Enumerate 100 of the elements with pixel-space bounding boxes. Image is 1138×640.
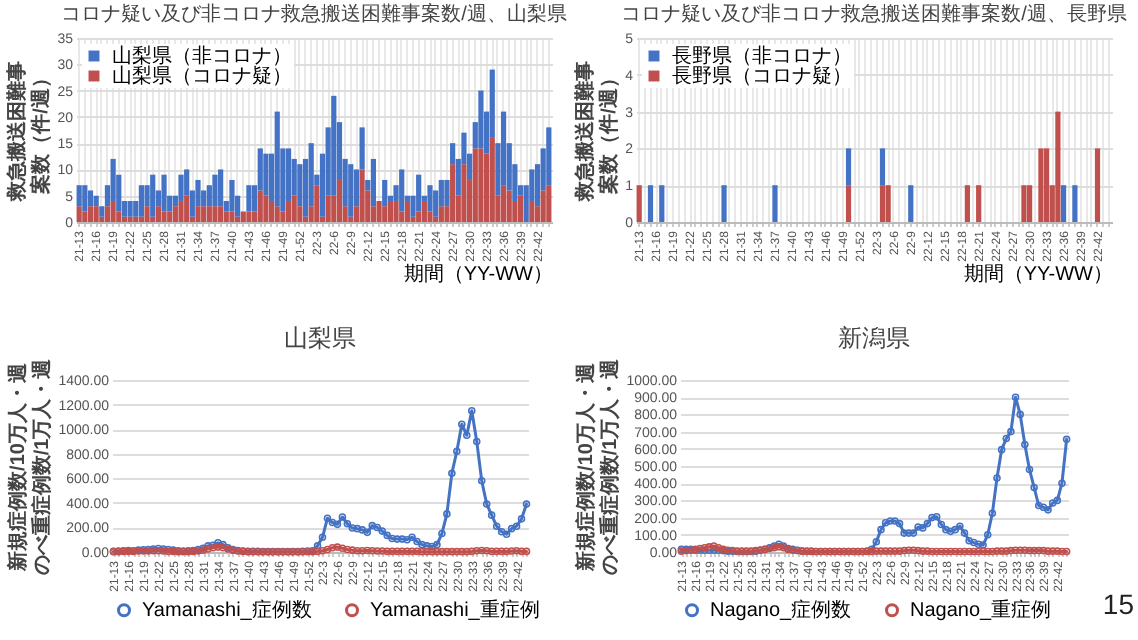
bar (450, 164, 456, 222)
legend-label: Yamanashi_重症例 (370, 598, 540, 623)
bar (427, 185, 433, 212)
chart-title: コロナ疑い及び非コロナ救急搬送困難事案数/週、山梨県 (61, 2, 567, 26)
bar (229, 179, 235, 212)
bar (240, 211, 246, 222)
y-axis-title: 新規症例数/10万人・週のべ重症例数/1万人・週 (6, 356, 55, 576)
bar (1027, 185, 1033, 222)
bar (218, 206, 224, 222)
bar (263, 153, 269, 196)
bar (382, 179, 388, 207)
bar (138, 185, 145, 217)
bar (382, 206, 388, 222)
bar (246, 211, 252, 222)
bar (121, 216, 128, 222)
bar (127, 200, 133, 217)
bar (87, 206, 94, 222)
bar (659, 185, 665, 222)
bar (150, 174, 156, 217)
bar (133, 216, 139, 222)
x-axis-title: 期間（YY-WW） (403, 261, 553, 286)
bar (161, 174, 167, 212)
legend-label: Nagano_重症例 (910, 598, 1052, 623)
bar (212, 174, 218, 207)
bar (263, 195, 269, 222)
bar (1043, 148, 1050, 222)
legend-label: 長野県（非コロナ） (672, 44, 852, 68)
bar (908, 185, 914, 222)
bar (1060, 185, 1067, 222)
bar (546, 127, 552, 186)
legend-label: 山梨県（コロナ疑） (112, 64, 292, 88)
bar (529, 200, 535, 222)
bar (461, 164, 467, 222)
bar (879, 148, 886, 186)
bar (472, 148, 478, 222)
bar (127, 216, 133, 222)
bar (399, 169, 405, 212)
bar (285, 200, 292, 222)
legend-label: 山梨県（非コロナ） (112, 44, 292, 68)
text: 15 (1102, 588, 1134, 620)
bar (845, 148, 852, 186)
bar (1038, 148, 1044, 222)
bar (444, 179, 450, 207)
legend-label: 長野県（コロナ疑） (672, 64, 852, 88)
bar (359, 127, 365, 170)
bar (167, 211, 173, 222)
bar (184, 195, 190, 222)
bar (212, 206, 218, 222)
bar (161, 211, 167, 222)
bar (1072, 185, 1078, 222)
bar (772, 185, 778, 222)
bar (1094, 148, 1101, 222)
bar (144, 206, 150, 222)
bar (879, 185, 886, 222)
bar (359, 169, 365, 222)
bar (721, 185, 727, 222)
y-axis-title: 救急搬送困難事案数（件/週） (573, 61, 622, 203)
bar (500, 185, 507, 222)
bar (229, 211, 235, 222)
bar (201, 206, 207, 222)
bar (93, 195, 99, 207)
y-axis-title: 新規症例数/10万人・週のべ重症例数/1万人・週 (574, 356, 623, 576)
bar (540, 190, 546, 222)
bar (517, 195, 524, 222)
bar (274, 111, 280, 207)
bar (336, 179, 343, 222)
bar (647, 185, 654, 222)
bar (110, 200, 116, 222)
bar (478, 90, 484, 149)
bar (421, 200, 427, 222)
bar (370, 158, 377, 207)
bar (218, 169, 224, 207)
bar (376, 200, 382, 222)
bar (636, 185, 642, 222)
chart-title: 山梨県 (284, 323, 356, 352)
bar (104, 206, 111, 222)
x-axis-title: 期間（YY-WW） (963, 261, 1113, 286)
bar (87, 190, 94, 207)
bar (223, 211, 229, 222)
bar (172, 206, 178, 222)
bar (325, 195, 331, 222)
bar (99, 206, 105, 217)
bar (546, 185, 552, 222)
bar (76, 185, 82, 207)
bar (489, 137, 495, 222)
bar (331, 95, 337, 196)
bar (178, 200, 184, 222)
bar (195, 206, 201, 222)
bar (291, 195, 297, 222)
bar (235, 216, 241, 222)
bar (178, 174, 184, 201)
chart-title: コロナ疑い及び非コロナ救急搬送困難事案数/週、長野県 (621, 2, 1127, 26)
bar (387, 200, 393, 222)
bar (76, 206, 82, 222)
bar (314, 185, 320, 222)
bar (268, 200, 275, 222)
bar (155, 206, 161, 222)
bar (274, 206, 280, 222)
legend-label: Nagano_症例数 (710, 598, 852, 623)
bar (93, 206, 99, 222)
